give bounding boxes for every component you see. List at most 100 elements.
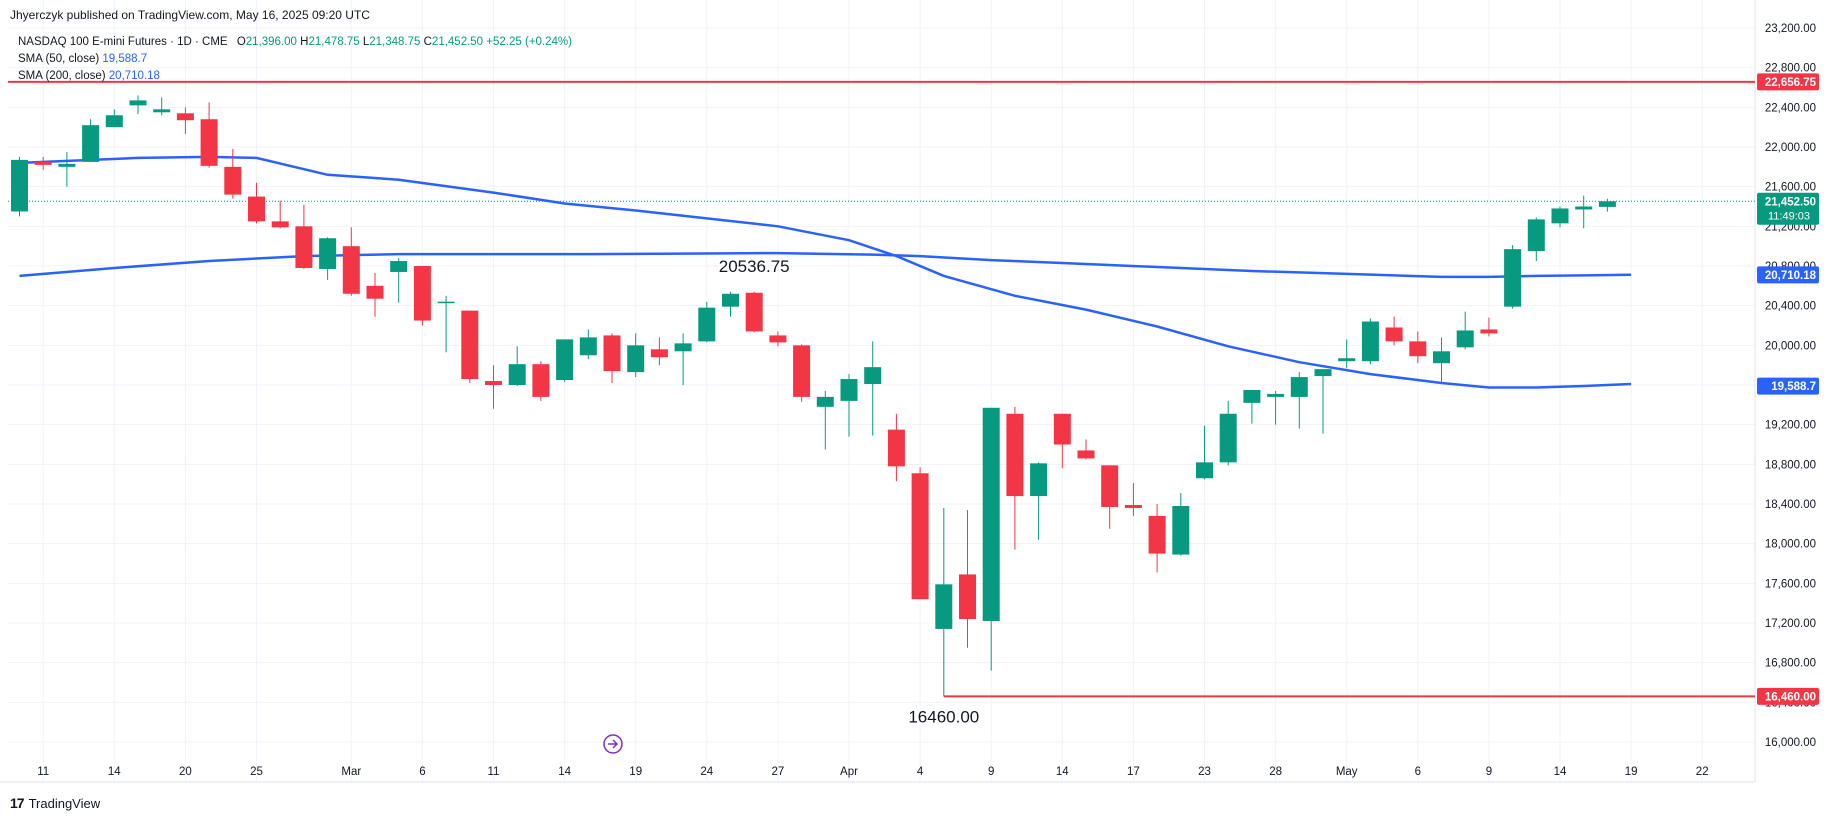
candle-body <box>1219 413 1237 463</box>
candle <box>1409 331 1427 364</box>
candle-body <box>1196 462 1213 479</box>
candle-body <box>1409 341 1427 357</box>
candle-body <box>485 381 502 385</box>
candle <box>1361 318 1379 365</box>
candle-body <box>935 584 953 629</box>
level-price-tag-lower: 16,460.00 <box>1757 687 1819 705</box>
candle-body <box>1551 208 1569 224</box>
candle-body <box>556 339 574 381</box>
x-tick-label: 4 <box>917 766 924 778</box>
candle-body <box>1101 465 1119 507</box>
candle <box>1314 369 1332 434</box>
tradingview-logo-text: TradingView <box>28 795 101 811</box>
y-tick-label: 18,000.00 <box>1765 539 1816 551</box>
low-label: L <box>362 36 370 48</box>
candle-body <box>1148 515 1166 554</box>
candle-body <box>1006 413 1024 497</box>
go-to-realtime-icon[interactable] <box>603 734 623 754</box>
candle <box>11 156 28 217</box>
candle <box>745 291 763 333</box>
candle-body <box>745 292 763 332</box>
x-tick-label: 20 <box>179 766 192 778</box>
x-tick-label: 14 <box>558 766 571 778</box>
candle-body <box>650 349 668 358</box>
candle-body <box>461 310 479 380</box>
candle <box>485 365 502 409</box>
candle-body <box>1433 351 1450 364</box>
candle-body <box>722 293 739 307</box>
candle-body <box>1314 369 1332 377</box>
candle-body <box>319 238 337 269</box>
candle <box>248 182 265 224</box>
candle <box>1172 493 1190 556</box>
x-tick-label: 6 <box>419 766 425 778</box>
candle <box>200 102 218 168</box>
candle-body <box>864 367 882 385</box>
ohlc-row: NASDAQ 100 E-mini Futures · 1D · CME O21… <box>18 34 572 51</box>
candle <box>1148 504 1166 573</box>
candle-body <box>129 100 147 106</box>
sma-price-tag-bg <box>1757 377 1819 395</box>
grid <box>8 0 1755 782</box>
current-price-tag-bg <box>1757 192 1819 225</box>
x-tick-label: 9 <box>988 766 994 778</box>
candle <box>1077 439 1095 460</box>
candle <box>1433 337 1450 385</box>
candle-body <box>816 396 834 407</box>
candle <box>650 337 668 366</box>
candle <box>1053 413 1071 469</box>
sma50-line <box>19 155 1632 389</box>
candle-body <box>224 166 242 195</box>
sma-price-tag-bg <box>1757 266 1819 284</box>
candle <box>1480 317 1498 337</box>
candle <box>390 258 408 303</box>
x-tick-label: 19 <box>629 766 642 778</box>
candle <box>935 507 953 697</box>
candle <box>34 156 52 170</box>
candle <box>698 301 716 343</box>
candle <box>579 329 597 360</box>
sma200-value: 20,710.18 <box>108 70 160 82</box>
x-tick-label: 9 <box>1486 766 1492 778</box>
candle-body <box>1456 330 1474 348</box>
x-tick-label: 14 <box>108 766 121 778</box>
y-tick-label: 20,000.00 <box>1765 340 1816 352</box>
x-tick-label: Apr <box>840 766 858 778</box>
candle-body <box>1385 327 1403 342</box>
candle-body <box>176 113 194 121</box>
candle <box>413 266 431 326</box>
y-tick-label: 18,400.00 <box>1765 499 1816 511</box>
candle-body <box>366 285 384 299</box>
candle <box>1243 389 1261 424</box>
y-tick-label: 22,000.00 <box>1765 142 1816 154</box>
candle-body <box>200 119 218 166</box>
y-tick-label: 17,600.00 <box>1765 578 1816 590</box>
x-tick-label: 17 <box>1127 766 1140 778</box>
candle <box>959 509 976 648</box>
tradingview-logo[interactable]: 17 TradingView <box>10 795 100 811</box>
candle-body <box>82 125 100 162</box>
countdown-text: 11:49:03 <box>1768 210 1810 222</box>
x-tick-label: 23 <box>1198 766 1211 778</box>
candle <box>1504 245 1522 309</box>
candle <box>342 227 360 296</box>
candle-body <box>390 261 408 272</box>
candle <box>1219 400 1237 466</box>
x-tick-label: Mar <box>341 766 361 778</box>
y-tick-label: 18,800.00 <box>1765 459 1816 471</box>
candle <box>1267 390 1285 425</box>
candle-body <box>887 429 905 467</box>
sma200-row: SMA (200, close) 20,710.18 <box>18 68 572 85</box>
candle <box>556 339 574 383</box>
change-value: +52.25 (+0.24%) <box>486 36 572 48</box>
candle-body <box>1053 413 1071 445</box>
candle-body <box>911 473 929 600</box>
candle <box>129 95 147 115</box>
candle <box>82 119 100 162</box>
candle-body <box>295 226 313 268</box>
candle-body <box>840 379 858 401</box>
candle <box>1527 217 1545 262</box>
candle <box>1385 316 1403 346</box>
y-tick-label: 22,800.00 <box>1765 63 1816 75</box>
